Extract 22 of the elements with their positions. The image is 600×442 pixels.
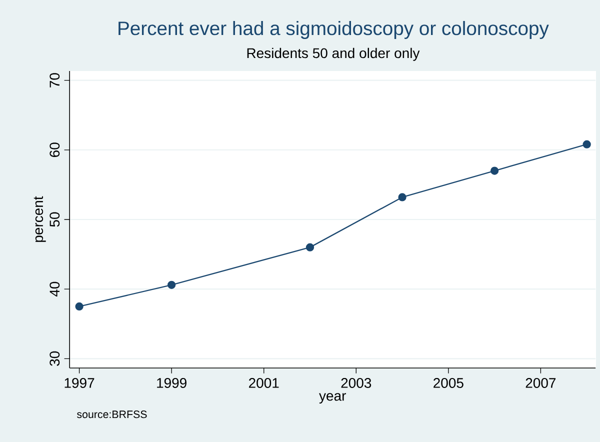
x-tick-label: 2003 (341, 378, 372, 388)
x-tick-label: 2007 (526, 378, 556, 388)
y-tick-label: 40 (50, 282, 60, 297)
x-tick-label: 1997 (64, 378, 94, 388)
point (490, 166, 499, 175)
x-tick-label: 2005 (434, 378, 464, 388)
chart-subtitle: Residents 50 and older only (247, 48, 420, 61)
x-tick-label: 1999 (157, 378, 186, 388)
chart-title: Percent ever had a sigmoidoscopy or colonoscopy (118, 20, 549, 40)
x-axis-title: year (319, 393, 346, 404)
source-note: source:BRFSS (77, 410, 147, 418)
y-tick-label: 30 (50, 351, 60, 366)
y-tick-label: 50 (50, 212, 60, 227)
y-tick-label: 70 (50, 73, 60, 88)
y-tick-label: 60 (50, 142, 60, 157)
point (582, 140, 591, 148)
point (168, 280, 176, 289)
point (306, 243, 314, 252)
point (75, 302, 84, 311)
y-axis-title: percent (34, 196, 46, 242)
x-tick-label: 2001 (248, 378, 279, 388)
point (398, 193, 406, 202)
